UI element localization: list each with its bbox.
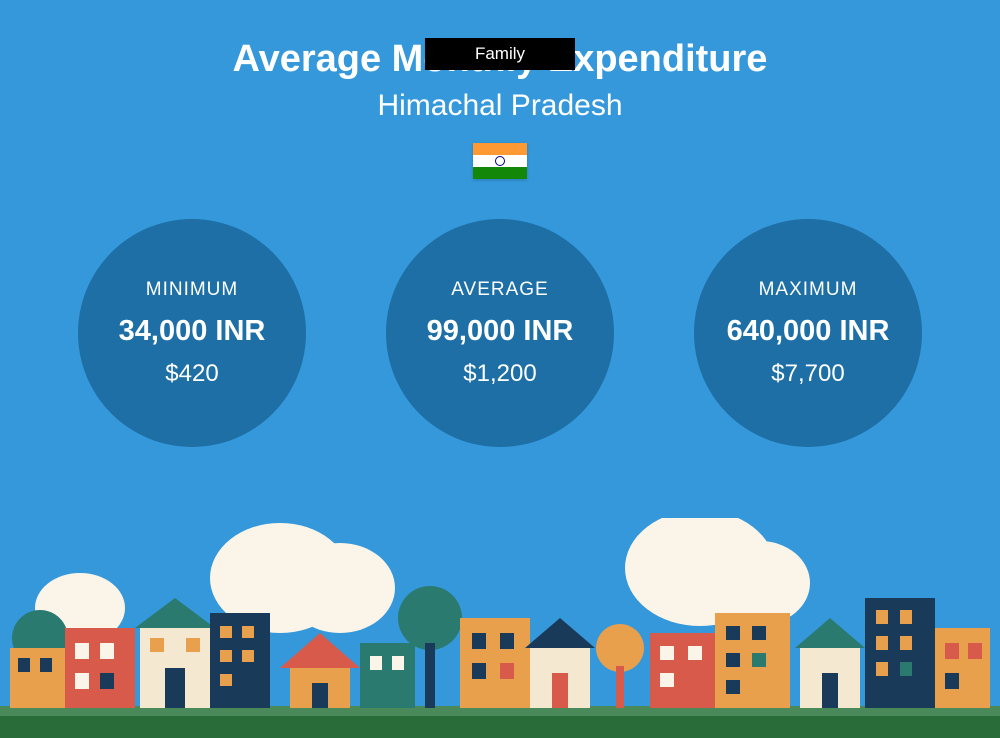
stat-value: 34,000 INR <box>119 315 266 348</box>
stat-value: 640,000 INR <box>727 315 890 348</box>
stat-usd: $1,200 <box>463 360 536 388</box>
stat-usd: $7,700 <box>771 360 844 388</box>
category-badge: Family <box>425 38 575 70</box>
stat-circle-average: AVERAGE 99,000 INR $1,200 <box>386 219 614 447</box>
stat-label: MINIMUM <box>146 279 238 301</box>
flag-saffron-stripe <box>473 143 527 155</box>
stat-circle-minimum: MINIMUM 34,000 INR $420 <box>78 219 306 447</box>
stat-label: AVERAGE <box>451 279 548 301</box>
cityscape-illustration <box>0 518 1000 738</box>
india-flag-icon <box>473 143 527 179</box>
stat-value: 99,000 INR <box>427 315 574 348</box>
stat-circle-maximum: MAXIMUM 640,000 INR $7,700 <box>694 219 922 447</box>
flag-white-stripe <box>473 155 527 167</box>
flag-chakra-icon <box>495 156 505 166</box>
stat-usd: $420 <box>165 360 218 388</box>
flag-green-stripe <box>473 167 527 179</box>
page-subtitle: Himachal Pradesh <box>0 89 1000 123</box>
stats-row: MINIMUM 34,000 INR $420 AVERAGE 99,000 I… <box>0 219 1000 447</box>
stat-label: MAXIMUM <box>759 279 858 301</box>
